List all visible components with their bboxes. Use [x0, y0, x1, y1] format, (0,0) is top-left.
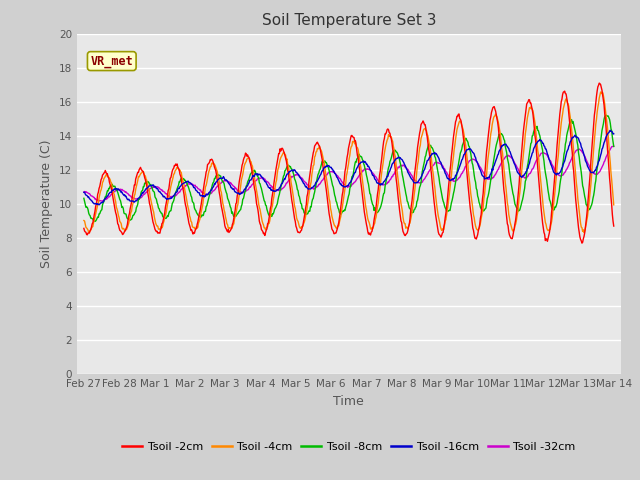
Line: Tsoil -8cm: Tsoil -8cm: [84, 115, 614, 221]
Tsoil -8cm: [434, 168, 442, 173]
Tsoil -4cm: [286, 172, 294, 178]
Tsoil -2cm: [433, 221, 441, 227]
Tsoil -32cm: [143, 189, 150, 195]
Tsoil -8cm: [143, 179, 150, 184]
Tsoil -2cm: [578, 240, 586, 246]
Tsoil -16cm: [610, 131, 618, 137]
Tsoil -32cm: [404, 167, 412, 172]
Tsoil -32cm: [434, 159, 442, 165]
Tsoil -32cm: [266, 183, 274, 189]
Y-axis label: Soil Temperature (C): Soil Temperature (C): [40, 140, 53, 268]
Tsoil -4cm: [142, 176, 150, 182]
Tsoil -2cm: [595, 80, 603, 86]
Tsoil -32cm: [287, 176, 294, 182]
Tsoil -16cm: [434, 153, 442, 159]
Tsoil -2cm: [610, 223, 618, 229]
Tsoil -32cm: [240, 189, 248, 195]
Title: Soil Temperature Set 3: Soil Temperature Set 3: [262, 13, 436, 28]
Tsoil -4cm: [580, 229, 588, 235]
Tsoil -16cm: [143, 186, 150, 192]
Tsoil -8cm: [266, 212, 274, 218]
Tsoil -2cm: [142, 180, 150, 186]
Tsoil -4cm: [433, 204, 441, 209]
Line: Tsoil -2cm: Tsoil -2cm: [84, 83, 614, 243]
Tsoil -4cm: [598, 89, 605, 95]
Tsoil -32cm: [80, 189, 88, 195]
Tsoil -2cm: [286, 181, 294, 187]
Tsoil -16cm: [95, 202, 103, 208]
Tsoil -16cm: [287, 168, 294, 174]
Tsoil -8cm: [240, 192, 248, 198]
Tsoil -32cm: [98, 198, 106, 204]
Tsoil -4cm: [610, 202, 618, 208]
Tsoil -8cm: [404, 199, 412, 205]
Tsoil -8cm: [610, 144, 618, 149]
Line: Tsoil -16cm: Tsoil -16cm: [84, 130, 614, 205]
Tsoil -8cm: [287, 164, 294, 169]
Tsoil -32cm: [610, 144, 618, 149]
Tsoil -4cm: [80, 217, 88, 223]
Tsoil -8cm: [80, 195, 88, 201]
Tsoil -8cm: [91, 218, 99, 224]
Tsoil -4cm: [266, 218, 273, 224]
Tsoil -16cm: [266, 185, 274, 191]
Tsoil -16cm: [404, 169, 412, 175]
Line: Tsoil -4cm: Tsoil -4cm: [84, 92, 614, 232]
Tsoil -16cm: [240, 187, 248, 193]
Tsoil -16cm: [80, 190, 88, 195]
Line: Tsoil -32cm: Tsoil -32cm: [84, 146, 614, 201]
Text: VR_met: VR_met: [90, 55, 133, 68]
Legend: Tsoil -2cm, Tsoil -4cm, Tsoil -8cm, Tsoil -16cm, Tsoil -32cm: Tsoil -2cm, Tsoil -4cm, Tsoil -8cm, Tsoi…: [118, 438, 580, 457]
X-axis label: Time: Time: [333, 395, 364, 408]
Tsoil -4cm: [239, 167, 247, 173]
Tsoil -2cm: [266, 211, 273, 216]
Tsoil -8cm: [602, 112, 610, 118]
Tsoil -16cm: [607, 127, 614, 133]
Tsoil -2cm: [239, 157, 247, 163]
Tsoil -2cm: [80, 226, 88, 231]
Tsoil -4cm: [403, 225, 411, 230]
Tsoil -2cm: [403, 230, 411, 236]
